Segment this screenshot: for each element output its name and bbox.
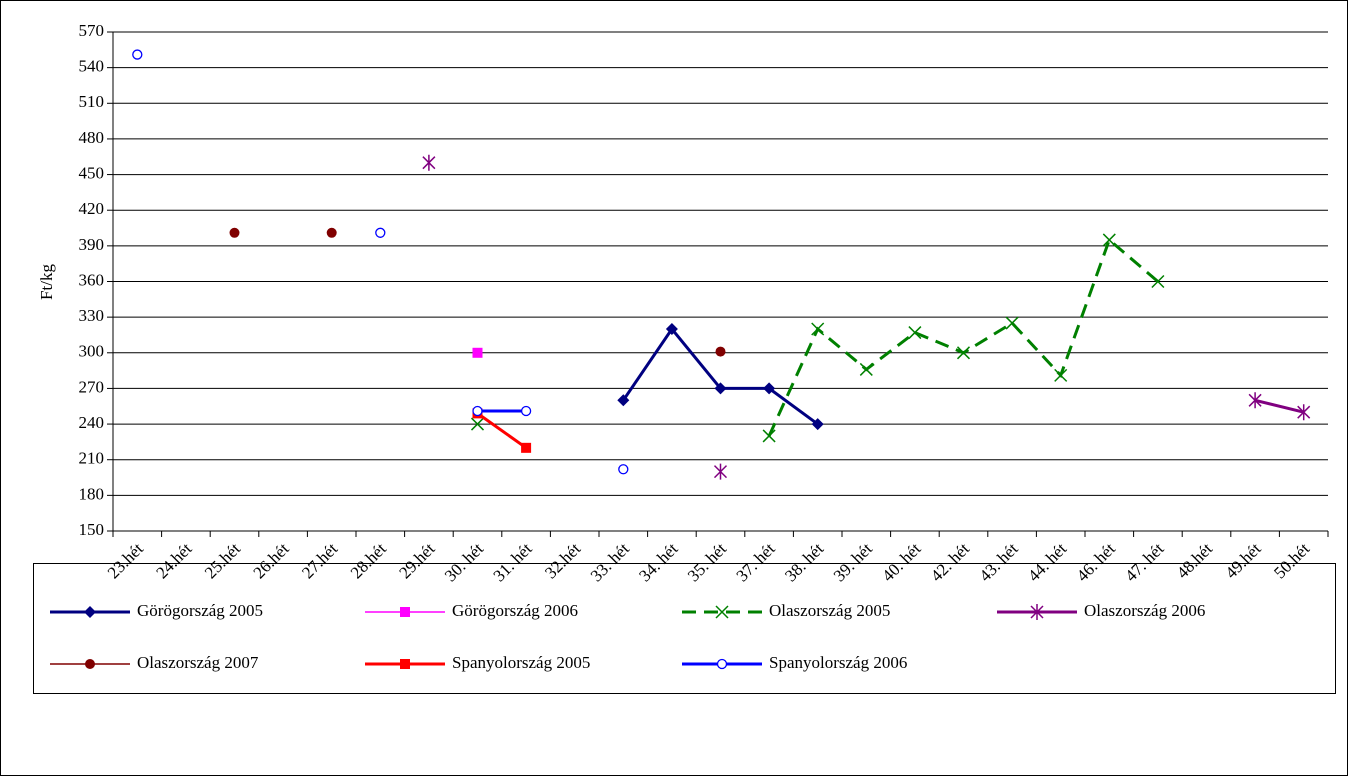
y-tick-label: 360 <box>79 270 105 289</box>
y-tick-label: 570 <box>79 21 105 40</box>
marker <box>618 464 629 475</box>
y-tick-label: 510 <box>79 92 105 111</box>
y-tick-label: 330 <box>79 306 105 325</box>
y-tick-label: 180 <box>79 484 105 503</box>
legend-marker <box>85 659 95 669</box>
marker <box>375 227 386 238</box>
marker <box>617 394 630 407</box>
y-tick-label: 210 <box>79 449 105 468</box>
marker <box>1005 316 1019 330</box>
marker <box>859 362 873 376</box>
y-tick-label: 150 <box>79 520 105 539</box>
legend-marker <box>400 607 410 617</box>
marker <box>1297 404 1311 421</box>
series-line <box>1254 398 1305 414</box>
y-tick-label: 480 <box>79 128 105 147</box>
marker <box>521 442 532 453</box>
legend-label: Olaszország 2006 <box>1084 601 1205 620</box>
y-axis-label: Ft/kg <box>37 264 56 300</box>
marker <box>908 326 922 340</box>
marker <box>132 49 143 60</box>
marker <box>1102 233 1116 247</box>
marker <box>713 463 728 480</box>
marker <box>472 347 483 358</box>
marker <box>470 417 485 431</box>
marker <box>714 382 727 395</box>
marker <box>472 405 483 417</box>
legend-marker <box>84 606 96 618</box>
y-tick-label: 240 <box>79 413 105 432</box>
marker <box>715 346 726 357</box>
marker <box>762 429 776 443</box>
marker <box>1151 274 1165 289</box>
y-tick-label: 450 <box>79 163 105 182</box>
legend-marker <box>716 658 728 670</box>
legend-label: Olaszország 2005 <box>769 601 890 620</box>
legend-label: Spanyolország 2005 <box>452 653 590 672</box>
marker <box>520 405 532 417</box>
legend-label: Görögország 2005 <box>137 601 263 620</box>
legend-marker <box>715 605 729 619</box>
legend-label: Görögország 2006 <box>452 601 578 620</box>
y-tick-label: 390 <box>79 235 105 254</box>
legend-label: Olaszország 2007 <box>137 653 259 672</box>
marker <box>811 418 824 431</box>
marker <box>229 227 240 238</box>
marker <box>422 154 436 171</box>
legend-marker <box>400 659 410 669</box>
marker <box>1248 392 1262 409</box>
marker <box>763 382 776 395</box>
marker <box>811 322 825 336</box>
marker <box>956 346 971 360</box>
legend-label: Spanyolország 2006 <box>769 653 907 672</box>
y-tick-label: 420 <box>79 199 105 218</box>
legend-marker <box>1030 604 1044 620</box>
marker <box>665 323 678 336</box>
y-tick-label: 540 <box>79 57 105 76</box>
y-tick-label: 300 <box>79 342 105 361</box>
series-line <box>476 412 527 450</box>
marker <box>326 227 337 238</box>
legend-box <box>33 563 1336 694</box>
y-tick-label: 270 <box>79 377 105 396</box>
marker <box>1054 368 1068 382</box>
